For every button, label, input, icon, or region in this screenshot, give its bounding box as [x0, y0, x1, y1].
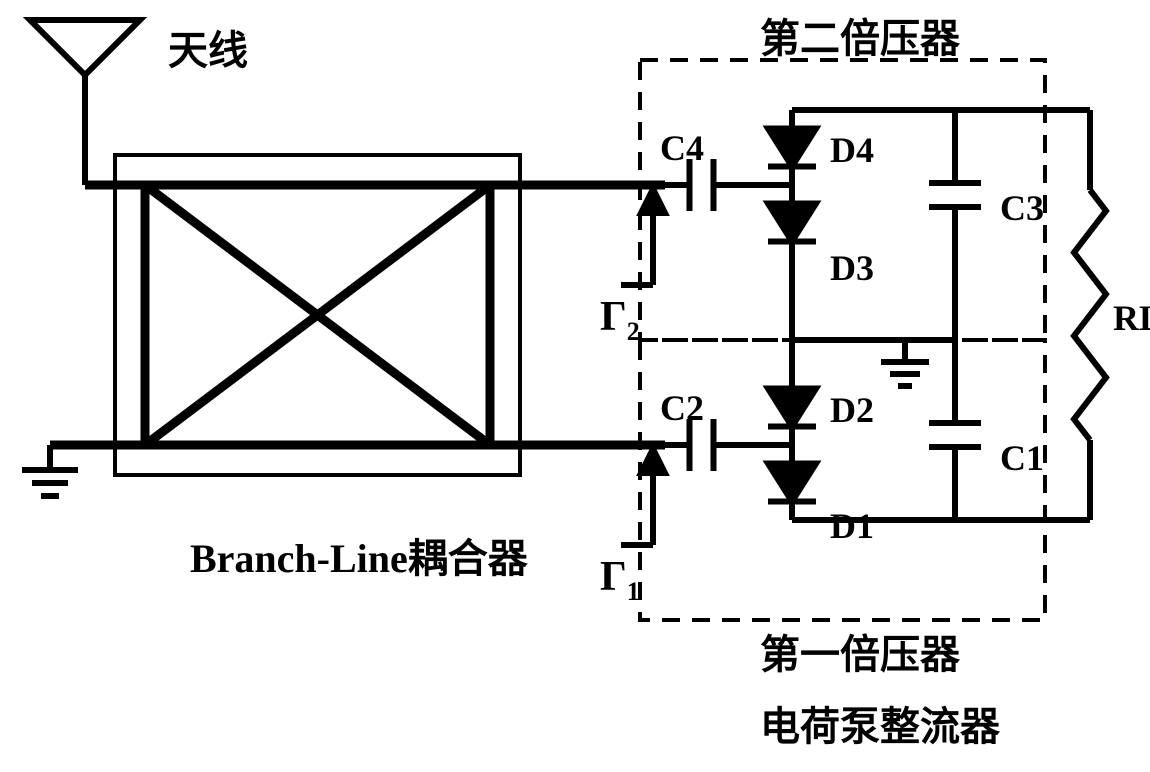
label-gamma2: Γ2: [600, 294, 640, 346]
label-D3: D3: [830, 248, 874, 288]
label-C3: C3: [1000, 188, 1044, 228]
label-C2: C2: [660, 388, 704, 428]
label-RL: RL: [1113, 298, 1150, 338]
label-D2: D2: [830, 390, 874, 430]
doubler-top-label: 第二倍压器: [760, 16, 961, 61]
coupler-label: Branch-Line耦合器: [190, 536, 529, 581]
label-C4: C4: [660, 128, 704, 168]
rectifier-label: 电荷泵整流器: [760, 704, 1001, 749]
doubler-bottom-label: 第一倍压器: [760, 632, 961, 677]
label-D1: D1: [830, 506, 874, 546]
label-gamma1: Γ1: [600, 554, 640, 606]
label-D4: D4: [830, 130, 874, 170]
label-C1: C1: [1000, 438, 1044, 478]
antenna-label: 天线: [168, 28, 248, 73]
